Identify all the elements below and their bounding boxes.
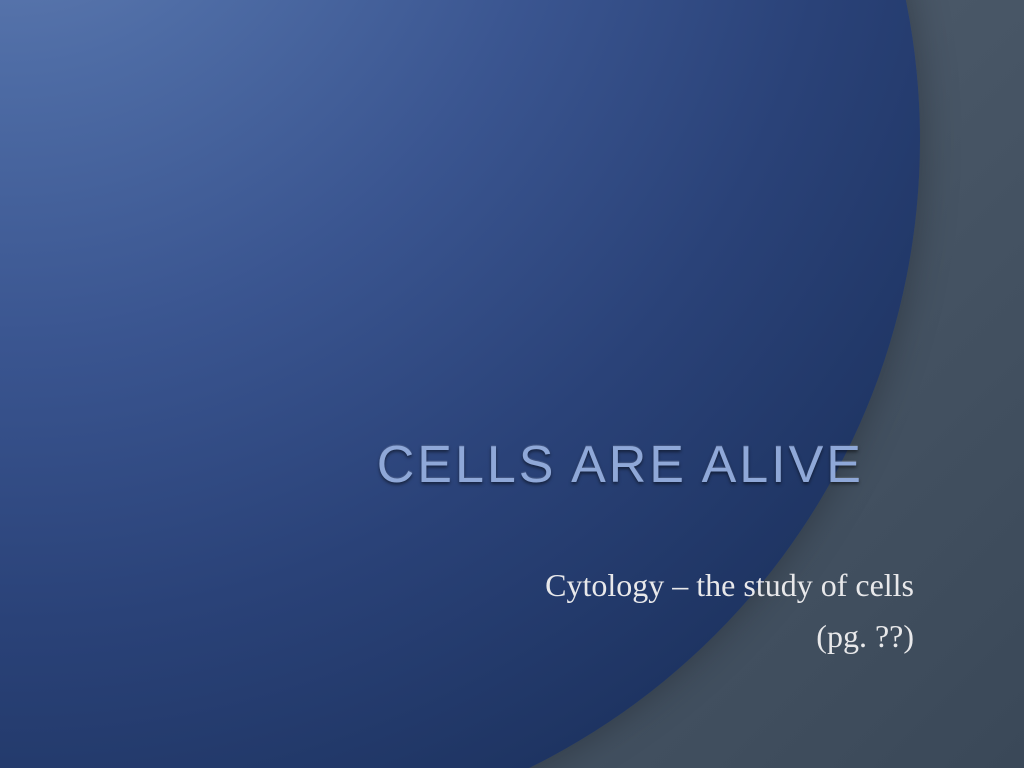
slide-title: CELLS ARE ALIVE — [377, 435, 864, 495]
subtitle-line-2: (pg. ??) — [545, 611, 914, 662]
subtitle-line-1: Cytology – the study of cells — [545, 560, 914, 611]
slide-subtitle: Cytology – the study of cells (pg. ??) — [545, 560, 914, 662]
slide: CELLS ARE ALIVE Cytology – the study of … — [0, 0, 1024, 768]
